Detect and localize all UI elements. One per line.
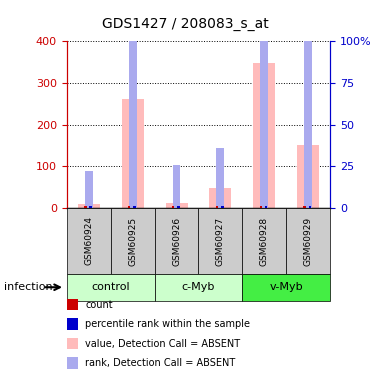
Bar <box>122 99 144 208</box>
Bar <box>84 206 86 208</box>
Bar <box>259 206 262 208</box>
Bar <box>78 204 100 208</box>
Text: control: control <box>91 282 130 292</box>
Bar <box>172 206 174 208</box>
Text: v-Myb: v-Myb <box>269 282 303 292</box>
Bar <box>129 0 137 208</box>
Text: value, Detection Call = ABSENT: value, Detection Call = ABSENT <box>85 339 240 348</box>
Text: count: count <box>85 300 113 309</box>
Text: percentile rank within the sample: percentile rank within the sample <box>85 319 250 329</box>
Text: GSM60926: GSM60926 <box>172 216 181 266</box>
Text: GSM60929: GSM60929 <box>304 216 313 266</box>
Text: rank, Detection Call = ABSENT: rank, Detection Call = ABSENT <box>85 358 236 368</box>
Bar <box>173 165 180 208</box>
Bar <box>85 171 93 208</box>
Bar <box>210 188 232 208</box>
Bar <box>133 206 136 208</box>
Bar <box>217 148 224 208</box>
Text: infection: infection <box>4 282 52 292</box>
Bar <box>165 203 187 208</box>
Bar <box>260 0 268 208</box>
Text: GSM60924: GSM60924 <box>84 216 93 266</box>
Text: GSM60928: GSM60928 <box>260 216 269 266</box>
Bar <box>128 206 131 208</box>
Bar <box>253 63 275 208</box>
Bar <box>265 206 267 208</box>
Bar <box>309 206 311 208</box>
Text: GDS1427 / 208083_s_at: GDS1427 / 208083_s_at <box>102 17 269 31</box>
Bar <box>216 206 218 208</box>
Bar <box>304 4 312 208</box>
Bar <box>221 206 223 208</box>
Bar <box>177 206 180 208</box>
Bar <box>297 145 319 208</box>
Text: GSM60927: GSM60927 <box>216 216 225 266</box>
Bar <box>89 206 92 208</box>
Bar <box>303 206 306 208</box>
Text: GSM60925: GSM60925 <box>128 216 137 266</box>
Text: c-Myb: c-Myb <box>182 282 215 292</box>
